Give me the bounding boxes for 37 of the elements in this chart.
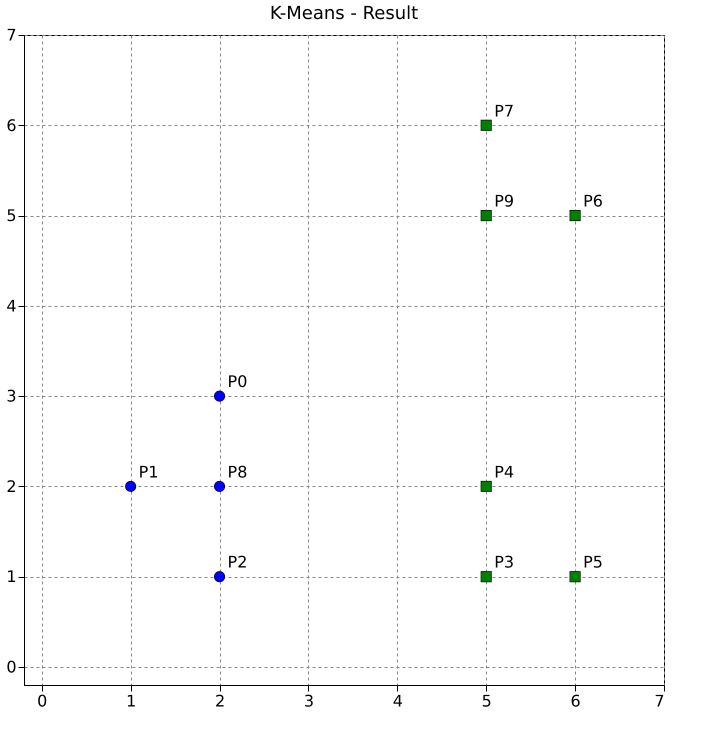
x-tick-label: 1 [126,692,136,710]
point [214,390,226,402]
x-tick-label: 7 [654,692,664,710]
x-tick-label: 2 [214,692,226,710]
point [125,480,136,492]
point [570,210,581,222]
annotation: P0 [228,372,248,392]
y-tick-label: 4 [6,296,16,316]
annotation: P1 [138,462,158,482]
annotation: P5 [583,552,603,572]
point [480,210,492,222]
y-tick-label: 1 [6,567,16,586]
y-tick-label: 0 [6,657,16,676]
y-tick-label: 6 [6,116,16,135]
x-tick-label: 6 [570,692,581,710]
y-tick-label: 2 [6,476,16,496]
annotation: P8 [228,462,248,482]
annotation: P6 [583,192,603,211]
point [480,480,492,492]
x-tick-label: 3 [304,692,314,710]
x-tick-label: 0 [37,692,48,710]
y-tick-label: 3 [6,386,16,406]
annotation: P3 [494,552,514,572]
y-tick-label: 5 [6,206,16,226]
point [480,120,492,131]
x-tick-label: 4 [392,692,403,710]
x-tick-label: 5 [482,692,492,710]
annotation: P2 [228,552,248,572]
annotation: P7 [494,101,514,120]
y-tick-label: 7 [6,26,16,44]
point [214,571,226,582]
chart-title: K-Means - Result [270,3,418,24]
point [214,480,226,492]
point [570,571,581,582]
point [480,571,492,582]
annotation: P9 [494,192,514,211]
annotation: P4 [494,462,514,482]
